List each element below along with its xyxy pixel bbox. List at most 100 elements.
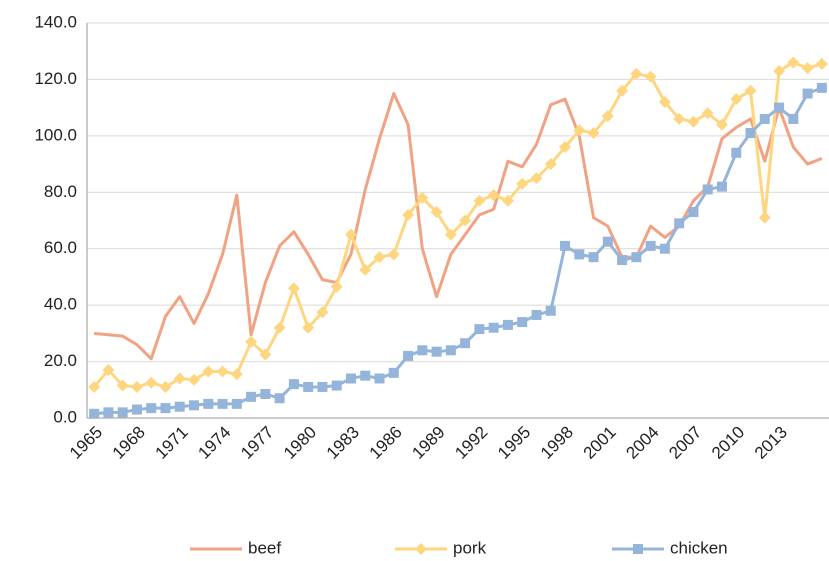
y-tick-label: 140.0 [34,12,77,31]
data-point [730,93,743,106]
data-point [687,115,700,128]
legend-item: chicken [612,538,728,557]
data-point [245,335,258,348]
data-point [216,365,229,378]
x-tick-label: 2001 [580,423,620,463]
legend-item: pork [395,538,487,557]
data-point [188,373,201,386]
data-point [359,263,372,276]
data-point [303,381,314,392]
data-point [345,373,356,384]
data-point [688,207,699,218]
data-point [573,124,586,137]
y-tick-label: 40.0 [44,295,77,314]
data-point [430,206,443,219]
y-tick-label: 100.0 [34,125,77,144]
data-point [160,403,171,414]
data-point [788,113,799,124]
series-line [93,86,823,416]
data-point [459,214,472,227]
data-point [331,380,342,391]
data-point [460,338,471,349]
data-point [644,70,657,83]
data-point [502,319,513,330]
data-point [102,364,115,377]
data-point [173,372,186,385]
data-point [673,112,686,125]
data-point [388,367,399,378]
data-point [773,64,786,77]
data-point [103,407,114,418]
data-point [659,243,670,254]
data-point [145,376,158,389]
data-point [658,96,671,108]
data-point [616,84,629,97]
data-point [288,379,299,390]
x-tick-label: 2007 [665,423,705,463]
legend-label: beef [248,538,281,557]
data-point [402,208,415,221]
x-tick-label: 1995 [494,423,534,463]
series-line [93,92,823,361]
data-point [501,194,514,207]
data-point [403,350,414,361]
data-point [674,218,685,229]
data-point [387,248,400,261]
data-point [260,389,271,400]
data-point [488,322,499,333]
data-point [445,345,456,356]
x-tick-label: 1983 [323,423,363,463]
data-point [417,345,428,356]
x-tick-label: 1974 [194,423,234,463]
data-point [802,88,813,99]
x-tick-label: 2010 [708,423,748,463]
x-tick-label: 2013 [751,423,791,463]
data-point [530,172,543,185]
data-point [559,141,572,154]
data-point [360,370,371,381]
data-point [89,408,100,419]
data-point [588,252,599,263]
legend-marker [415,543,427,555]
data-point [259,348,272,361]
data-point [631,252,642,263]
data-point [146,403,157,414]
data-point [273,321,286,334]
data-point [487,189,500,202]
legend-marker [633,544,643,554]
data-point [230,368,243,381]
x-tick-label: 1965 [66,423,106,463]
data-point [758,211,771,224]
data-point [745,128,756,139]
x-tick-label: 1998 [537,423,577,463]
data-point [189,400,200,411]
data-point [316,306,329,319]
data-point [202,365,215,378]
data-point [815,57,828,70]
data-point [787,56,800,69]
x-tick-label: 1992 [451,423,491,463]
data-point [731,147,742,158]
data-point [545,305,556,316]
data-point [574,249,585,260]
data-point [816,82,827,93]
x-tick-label: 1986 [366,423,406,463]
data-point [630,67,643,80]
data-point [702,184,713,195]
data-point [88,380,101,393]
y-tick-label: 60.0 [44,238,77,257]
x-tick-label: 1980 [280,423,320,463]
data-point [431,346,442,357]
data-point [774,102,785,113]
data-point [330,280,343,293]
data-point [373,251,386,264]
data-point [130,380,143,393]
data-point [246,391,257,402]
data-point [159,380,172,393]
data-point [715,118,728,131]
y-tick-label: 120.0 [34,69,77,88]
series-line [92,61,823,389]
x-tick-label: 2004 [622,423,662,463]
legend-label: chicken [670,538,728,557]
data-point [701,107,714,120]
